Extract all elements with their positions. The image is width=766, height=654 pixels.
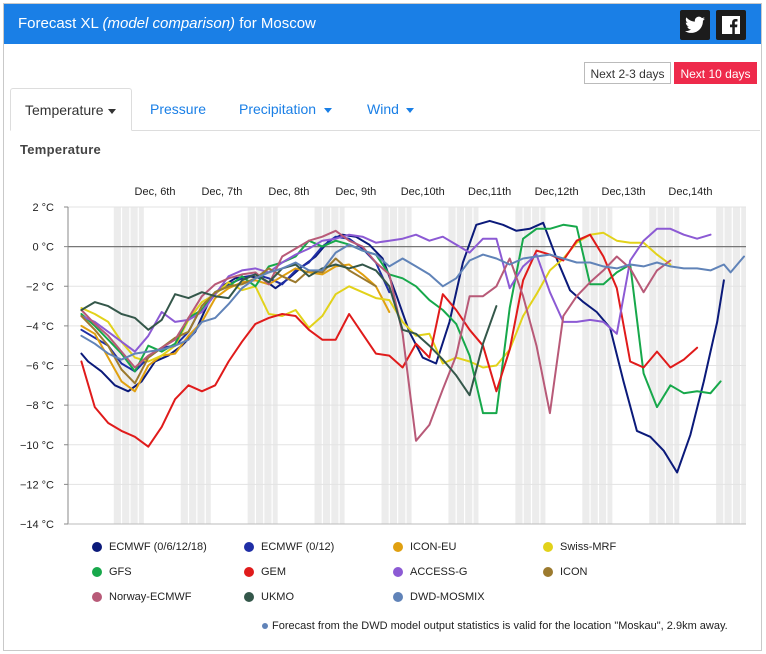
series-line-norway-ecmwf (80, 229, 672, 442)
tab-bar: Temperature Pressure Precipitation Wind (10, 88, 760, 131)
tab-pressure[interactable]: Pressure (150, 88, 206, 130)
x-tick-label: Dec, 9th (335, 186, 376, 198)
y-tick-label: 0 °C (32, 242, 54, 254)
chevron-down-icon (405, 107, 414, 113)
tab-temperature-label: Temperature (25, 102, 104, 118)
twitter-button[interactable] (680, 10, 710, 40)
legend-item[interactable]: ECMWF (0/6/12/18) (92, 541, 207, 553)
tab-pressure-label: Pressure (150, 101, 207, 117)
chevron-down-icon (107, 108, 116, 114)
legend-label: GEM (261, 566, 287, 578)
y-tick-label: −6 °C (26, 361, 54, 373)
x-tick-label: Dec, 8th (268, 186, 309, 198)
y-tick-label: −10 °C (20, 440, 54, 452)
legend-dot-icon (543, 542, 553, 552)
series-line-dwd-mosmix (80, 243, 745, 361)
page-title: Forecast XL (model comparison) for Mosco… (18, 15, 316, 32)
legend-label: GFS (109, 566, 132, 578)
x-tick-label: Dec,10th (401, 186, 445, 198)
tab-precipitation[interactable]: Precipitation (239, 88, 333, 130)
legend-dot-icon (244, 567, 254, 577)
legend-item[interactable]: Swiss-MRF (543, 541, 616, 553)
tab-wind[interactable]: Wind (367, 88, 414, 130)
legend-item[interactable]: DWD-MOSMIX (393, 591, 485, 603)
y-tick-label: −14 °C (20, 519, 54, 531)
facebook-icon (722, 16, 740, 34)
legend-item[interactable]: Norway-ECMWF (92, 591, 192, 603)
tab-precipitation-label: Precipitation (239, 101, 317, 117)
y-tick-label: 2 °C (32, 202, 54, 214)
next-10-days-button[interactable]: Next 10 days (674, 62, 757, 84)
legend-item[interactable]: ICON-EU (393, 541, 456, 553)
legend-label: ICON (560, 566, 588, 578)
section-title: Temperature (20, 142, 102, 157)
x-tick-label: Dec,14th (668, 186, 712, 198)
title-suffix: for Moscow (239, 15, 316, 32)
legend-item[interactable]: GEM (244, 566, 286, 578)
legend-label: Swiss-MRF (560, 541, 617, 553)
legend-label: DWD-MOSMIX (410, 591, 485, 603)
legend-label: UKMO (261, 591, 294, 603)
legend-label: ECMWF (0/12) (261, 541, 335, 553)
legend-dot-icon (92, 567, 102, 577)
legend-dot-icon (92, 542, 102, 552)
legend-label: ECMWF (0/6/12/18) (109, 541, 207, 553)
x-tick-label: Dec,12th (535, 186, 579, 198)
x-tick-label: Dec, 7th (201, 186, 242, 198)
facebook-button[interactable] (716, 10, 746, 40)
tab-wind-label: Wind (367, 101, 399, 117)
tab-temperature[interactable]: Temperature (10, 88, 132, 131)
legend-label: ACCESS-G (410, 566, 468, 578)
legend-item[interactable]: ICON (543, 566, 588, 578)
legend-dot-icon (393, 542, 403, 552)
header-bar: Forecast XL (model comparison) for Mosco… (4, 4, 761, 44)
legend-item[interactable]: UKMO (244, 591, 294, 603)
twitter-icon (685, 16, 705, 33)
footnote: Forecast from the DWD model output stati… (262, 620, 728, 632)
y-tick-label: −4 °C (26, 321, 54, 333)
y-tick-label: −12 °C (20, 479, 54, 491)
legend-label: Norway-ECMWF (109, 591, 192, 603)
series-line-gem (80, 233, 699, 448)
x-tick-label: Dec,11th (468, 186, 511, 198)
footnote-text: Forecast from the DWD model output stati… (272, 620, 728, 632)
legend-dot-icon (393, 592, 403, 602)
legend-dot-icon (244, 542, 254, 552)
y-tick-label: −2 °C (26, 281, 54, 293)
legend-item[interactable]: GFS (92, 566, 132, 578)
legend-dot-icon (92, 592, 102, 602)
y-tick-label: −8 °C (26, 400, 54, 412)
legend-dot-icon (244, 592, 254, 602)
x-tick-label: Dec,13th (602, 186, 646, 198)
next-2-3-days-button[interactable]: Next 2-3 days (584, 62, 671, 84)
legend-label: ICON-EU (410, 541, 457, 553)
x-tick-label: Dec, 6th (135, 186, 176, 198)
title-prefix: Forecast XL (18, 15, 99, 32)
chevron-down-icon (324, 107, 333, 113)
legend-item[interactable]: ACCESS-G (393, 566, 467, 578)
title-italic: (model comparison) (102, 15, 236, 32)
legend-item[interactable]: ECMWF (0/12) (244, 541, 334, 553)
legend-dot-icon (543, 567, 553, 577)
dwd-dot-icon (262, 623, 268, 630)
legend-dot-icon (393, 567, 403, 577)
